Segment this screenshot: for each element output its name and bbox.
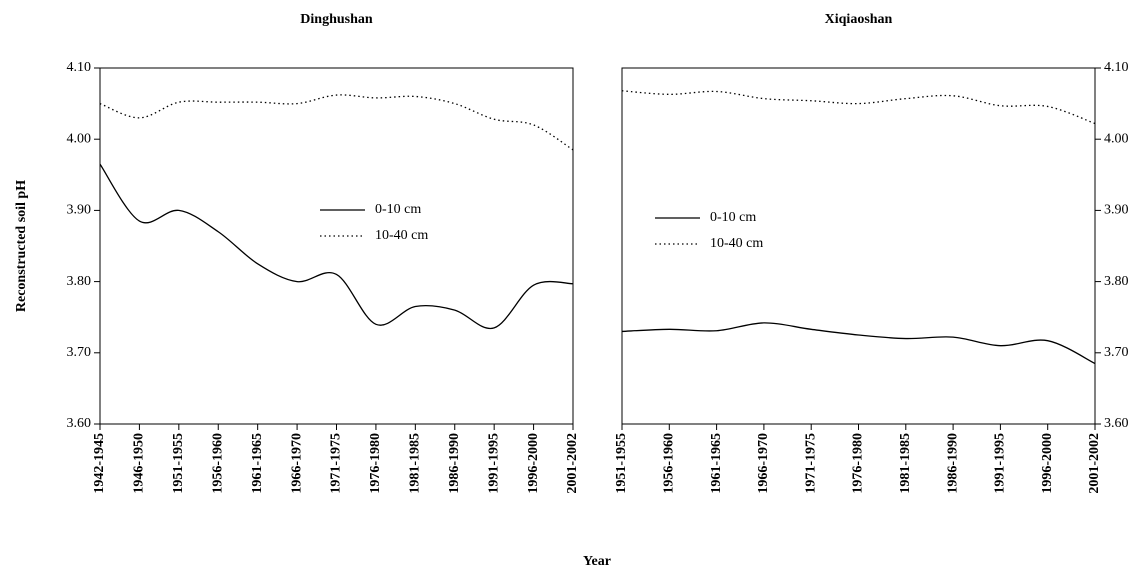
x-tick-label: 1961-1965 — [709, 433, 724, 494]
x-tick-label: 1986-1990 — [447, 433, 462, 494]
x-tick-label: 1946-1950 — [132, 433, 147, 494]
x-tick-label: 1981-1985 — [898, 433, 913, 494]
x-tick-label: 1951-1955 — [614, 433, 629, 494]
panel-title: Xiqiaoshan — [825, 12, 893, 27]
series-line — [621, 90, 1096, 125]
y-tick-label: 3.60 — [1104, 416, 1129, 431]
x-tick-label: 1956-1960 — [210, 433, 225, 494]
x-tick-label: 1971-1975 — [329, 433, 344, 494]
plot-frame — [621, 67, 1096, 425]
x-tick-label: 2001-2002 — [1087, 433, 1102, 494]
y-tick-label: 3.90 — [67, 203, 92, 218]
series-line — [99, 163, 574, 330]
x-tick-label: 1996-2000 — [1040, 433, 1055, 494]
y-tick-label: 3.70 — [1104, 345, 1129, 360]
legend-label: 0-10 cm — [710, 210, 756, 225]
series-line — [99, 94, 574, 151]
x-axis-label: Year — [583, 554, 611, 569]
x-tick-label: 1991-1995 — [486, 433, 501, 494]
plot-frame — [99, 67, 574, 425]
x-tick-label: 1942-1945 — [92, 433, 107, 494]
y-tick-label: 3.80 — [67, 274, 92, 289]
x-tick-label: 1976-1980 — [851, 433, 866, 494]
y-tick-label: 3.70 — [67, 345, 92, 360]
x-tick-label: 1951-1955 — [171, 433, 186, 494]
x-tick-label: 1966-1970 — [289, 433, 304, 494]
x-tick-label: 2001-2002 — [565, 433, 580, 494]
y-tick-label: 3.90 — [1104, 203, 1129, 218]
y-tick-label: 4.00 — [67, 131, 92, 146]
legend-label: 0-10 cm — [375, 202, 421, 217]
x-tick-label: 1956-1960 — [662, 433, 677, 494]
y-tick-label: 4.10 — [1104, 60, 1129, 75]
x-tick-label: 1961-1965 — [250, 433, 265, 494]
x-tick-label: 1996-2000 — [526, 433, 541, 494]
x-tick-label: 1986-1990 — [945, 433, 960, 494]
x-tick-label: 1976-1980 — [368, 433, 383, 494]
y-tick-label: 4.00 — [1104, 131, 1129, 146]
legend-label: 10-40 cm — [710, 236, 763, 251]
y-axis-label: Reconstructed soil pH — [14, 180, 29, 312]
legend-label: 10-40 cm — [375, 228, 428, 243]
y-tick-label: 3.80 — [1104, 274, 1129, 289]
x-tick-label: 1981-1985 — [408, 433, 423, 494]
series-line — [621, 322, 1096, 365]
panel-title: Dinghushan — [300, 12, 373, 27]
x-tick-label: 1971-1975 — [803, 433, 818, 494]
y-tick-label: 3.60 — [67, 416, 92, 431]
x-tick-label: 1966-1970 — [756, 433, 771, 494]
y-tick-label: 4.10 — [67, 60, 92, 75]
x-tick-label: 1991-1995 — [993, 433, 1008, 494]
